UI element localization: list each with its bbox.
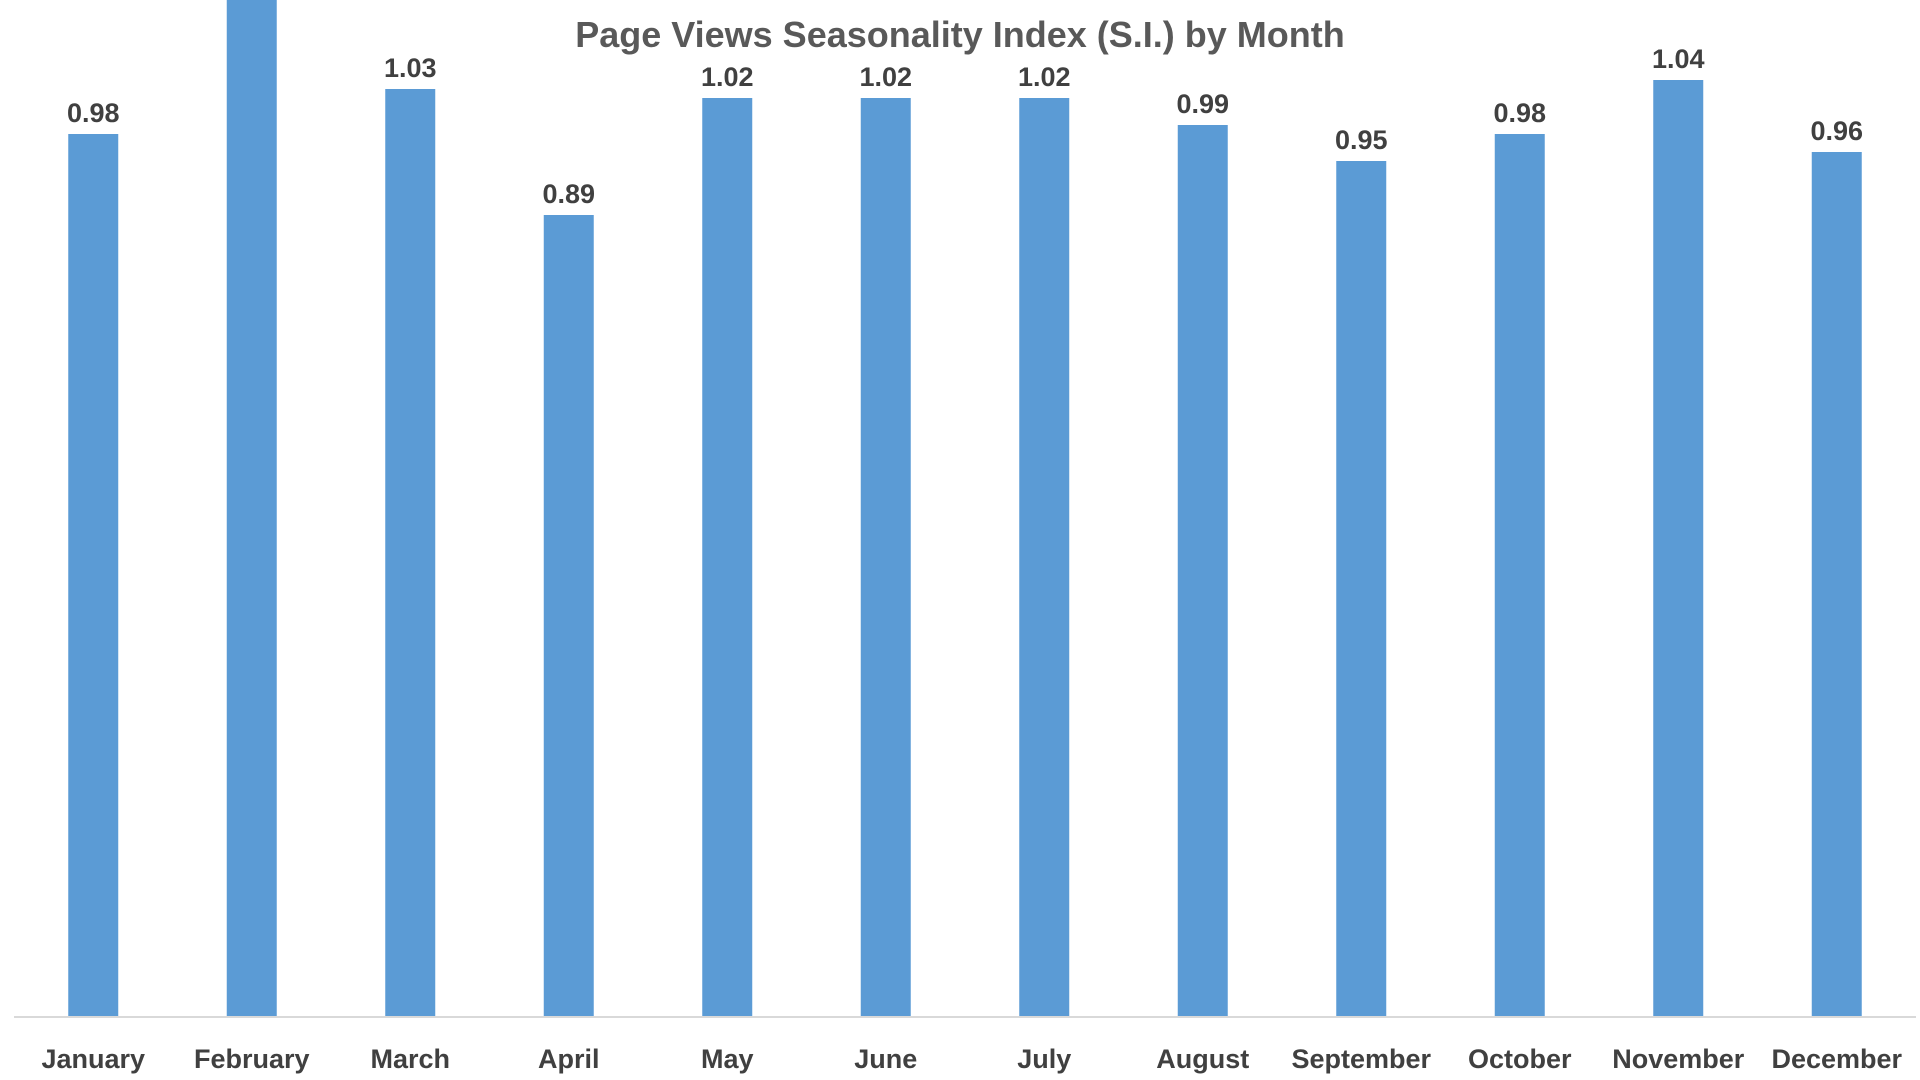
bar-april [543,215,594,1016]
data-label-july: 1.02 [1018,62,1071,92]
data-label-june: 1.02 [859,62,912,92]
bar-june [860,98,911,1016]
x-tick-label-april: April [538,1044,600,1074]
x-tick-label-october: October [1468,1044,1572,1074]
chart-title: Page Views Seasonality Index (S.I.) by M… [575,14,1345,55]
bar-march [385,89,436,1016]
bar-august [1177,125,1228,1016]
x-tick-label-march: March [370,1044,450,1074]
bar-february [226,0,277,1016]
data-label-december: 0.96 [1810,116,1863,146]
data-label-january: 0.98 [67,98,120,128]
x-tick-label-september: September [1291,1044,1431,1074]
data-label-may: 1.02 [701,62,754,92]
x-tick-label-july: July [1017,1044,1071,1074]
bar-january [68,134,119,1016]
x-tick-label-february: February [194,1044,310,1074]
bar-july [1019,98,1070,1016]
x-tick-label-june: June [854,1044,917,1074]
x-tick-label-january: January [41,1044,145,1074]
data-label-august: 0.99 [1176,89,1229,119]
x-tick-label-november: November [1612,1044,1745,1074]
data-label-september: 0.95 [1335,125,1388,155]
bar-december [1811,152,1862,1016]
bar-september [1336,161,1387,1016]
bar-november [1653,80,1704,1016]
bar-october [1494,134,1545,1016]
bar-may [702,98,753,1016]
x-tick-label-may: May [701,1044,754,1074]
data-label-march: 1.03 [384,53,437,83]
data-label-april: 0.89 [542,179,595,209]
x-tick-label-august: August [1156,1044,1249,1074]
data-label-november: 1.04 [1652,44,1705,74]
x-tick-label-december: December [1771,1044,1902,1074]
data-label-october: 0.98 [1493,98,1546,128]
